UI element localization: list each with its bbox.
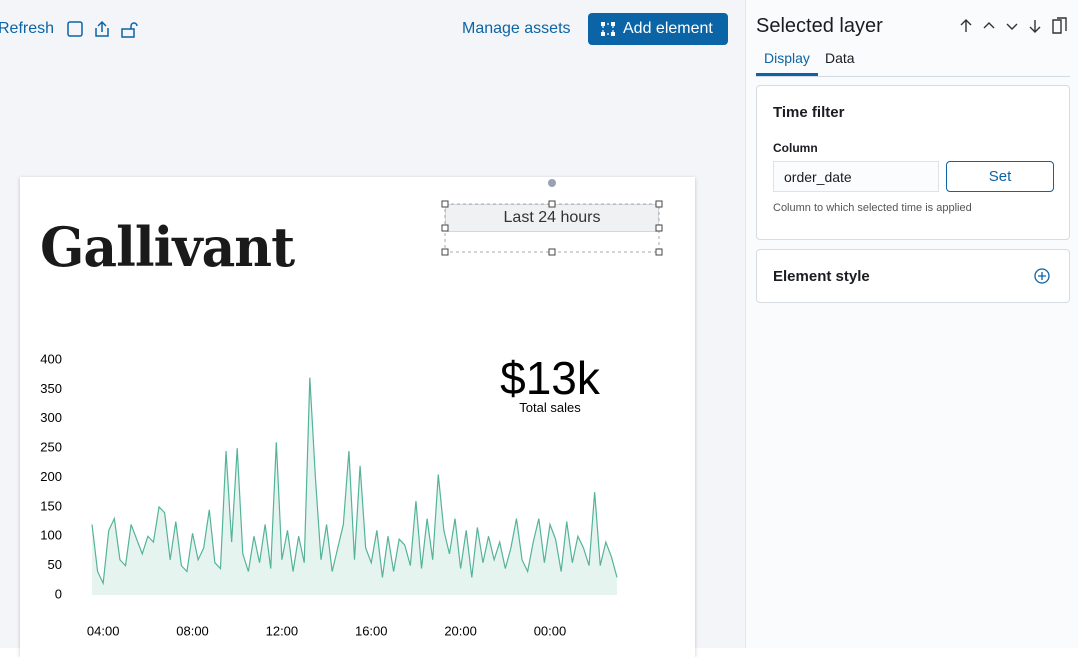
tab-underline (756, 73, 818, 76)
metric-value[interactable]: $13k (500, 352, 600, 404)
tab-divider (756, 76, 1070, 77)
metric-label: Total sales (519, 400, 581, 415)
manage-assets-button[interactable]: Manage assets (462, 20, 571, 37)
area-fill (92, 377, 617, 595)
time-filter-panel: Time filter Column order_date Set Column… (756, 85, 1070, 240)
fullscreen-icon[interactable] (67, 21, 83, 37)
sidebar-title: Selected layer (756, 15, 883, 37)
field-label: Column (773, 141, 818, 155)
area-chart[interactable]: 0 50 100 150 200 250 300 350 400 04:00 08:00 12:00 1… (20, 177, 695, 648)
add-element-button[interactable]: Add element (588, 13, 728, 45)
element-style-panel: Element style (756, 249, 1070, 303)
workpad-page: Gallivant Last 24 hours $13k Total sales… (20, 177, 695, 657)
x-tick-label: 08:00 (176, 623, 209, 638)
toolbar-icons (67, 20, 138, 38)
y-tick-label: 50 (48, 557, 62, 572)
send-backward[interactable] (1006, 23, 1018, 30)
panel-title: Time filter (773, 104, 845, 121)
clone-icon[interactable] (1052, 17, 1067, 34)
logo[interactable]: Gallivant (40, 215, 295, 280)
help-text: Column to which selected time is applied (773, 202, 972, 214)
set-button[interactable]: Set (946, 161, 1054, 192)
refresh-button[interactable]: Refresh (0, 20, 55, 37)
bring-to-front[interactable] (960, 19, 972, 32)
x-tick-label: 12:00 (266, 623, 299, 638)
y-tick-label: 400 (40, 351, 62, 366)
x-tick-label: 04:00 (87, 623, 120, 638)
add-element-label: Add element (623, 20, 713, 37)
column-input[interactable]: order_date (773, 161, 939, 192)
y-tick-label: 0 (55, 586, 62, 601)
x-tick-label: 16:00 (355, 623, 388, 638)
panel-title: Element style (773, 268, 870, 285)
time-filter-element[interactable]: Last 24 hours (445, 204, 659, 232)
expand-icon[interactable] (1033, 267, 1051, 285)
y-tick-label: 150 (40, 498, 62, 513)
y-tick-label: 250 (40, 440, 62, 455)
x-tick-label: 20:00 (444, 623, 477, 638)
selection-handles (441, 179, 663, 256)
x-tick-label: 00:00 (534, 623, 567, 638)
y-tick-label: 200 (40, 469, 62, 484)
sidebar: Selected layer Display Data Time filter … (745, 0, 1078, 648)
bring-forward[interactable] (983, 22, 995, 29)
y-tick-label: 100 (40, 528, 62, 543)
y-tick-label: 350 (40, 381, 62, 396)
layer-order-icons (960, 17, 1067, 34)
y-tick-label: 300 (40, 410, 62, 425)
workspace: Refresh Manage assets Add element Galliv… (0, 0, 745, 648)
send-to-back[interactable] (1029, 20, 1041, 33)
lock-icon[interactable] (121, 22, 138, 38)
share-icon[interactable] (95, 20, 109, 37)
tab-data[interactable]: Data (825, 50, 855, 66)
data-line (91, 377, 618, 586)
add-element-icon (601, 22, 615, 36)
tab-display[interactable]: Display (764, 50, 810, 66)
